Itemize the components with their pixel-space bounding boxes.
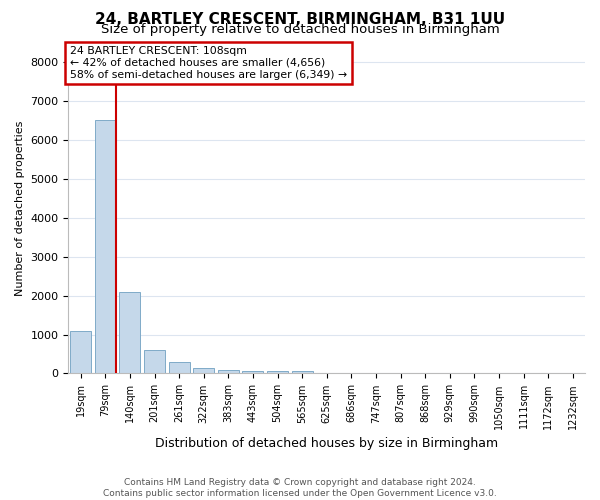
Text: Contains HM Land Registry data © Crown copyright and database right 2024.
Contai: Contains HM Land Registry data © Crown c… (103, 478, 497, 498)
Bar (267, 372, 288, 374)
Text: 24 BARTLEY CRESCENT: 108sqm
← 42% of detached houses are smaller (4,656)
58% of : 24 BARTLEY CRESCENT: 108sqm ← 42% of det… (70, 46, 347, 80)
X-axis label: Distribution of detached houses by size in Birmingham: Distribution of detached houses by size … (155, 437, 498, 450)
Bar (218, 370, 239, 374)
Bar (144, 350, 165, 374)
Bar (95, 120, 116, 374)
Bar (119, 292, 140, 374)
Bar (169, 362, 190, 374)
Bar (292, 372, 313, 374)
Bar (242, 370, 263, 374)
Bar (193, 368, 214, 374)
Text: 24, BARTLEY CRESCENT, BIRMINGHAM, B31 1UU: 24, BARTLEY CRESCENT, BIRMINGHAM, B31 1U… (95, 12, 505, 28)
Y-axis label: Number of detached properties: Number of detached properties (15, 120, 25, 296)
Bar (70, 330, 91, 374)
Text: Size of property relative to detached houses in Birmingham: Size of property relative to detached ho… (101, 22, 499, 36)
